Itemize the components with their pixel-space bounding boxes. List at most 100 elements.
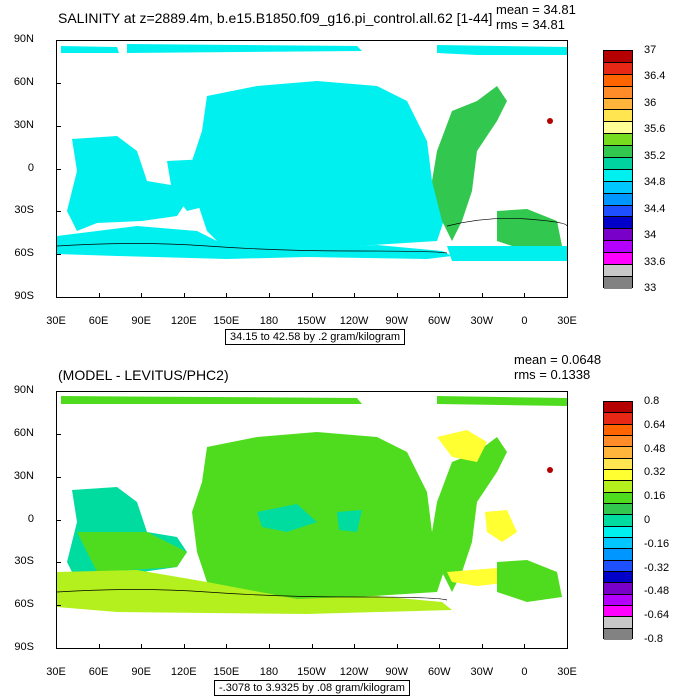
panel1-lat-tick <box>56 211 61 213</box>
colorbar-cell <box>604 253 632 266</box>
panel2-lat-label: 30S <box>14 555 34 568</box>
tropical-atlantic-anomaly <box>485 510 517 542</box>
colorbar-cell <box>604 74 632 87</box>
colorbar-cell <box>604 205 632 218</box>
colorbar-cell <box>604 98 632 111</box>
panel2-lon-label: 0 <box>521 666 528 678</box>
colorbar-cell <box>604 413 632 425</box>
colorbar-cell <box>604 537 632 550</box>
panel1-lon-label: 30E <box>46 315 66 327</box>
panel1-lat-tick <box>56 168 61 170</box>
panel1-colorbar-label: 34 <box>644 229 657 242</box>
contour-line <box>57 243 448 254</box>
panel1-lon-tick <box>354 293 356 298</box>
colorbar-cell <box>604 617 632 629</box>
colorbar-cell <box>604 169 632 182</box>
panel2-colorbar-label: 0.16 <box>644 490 666 503</box>
colorbar-cell <box>604 265 632 277</box>
contour-line <box>57 589 448 601</box>
panel1-lon-label: 90E <box>131 315 151 327</box>
panel1-lat-label: 90S <box>14 290 34 302</box>
panel2-title: (MODEL - LEVITUS/PHC2) <box>58 367 229 383</box>
panel2-colorbar-label: -0.16 <box>644 537 670 550</box>
panel2-lon-label: 30W <box>470 666 494 678</box>
colorbar-cell <box>604 492 632 504</box>
panel1-map-svg <box>57 44 567 261</box>
panel2-lat-tick <box>56 648 61 649</box>
panel2-lon-label: 120W <box>339 666 369 678</box>
south-atlantic <box>497 560 562 602</box>
panel1-lat-label: 30N <box>13 118 34 131</box>
colorbar-cell <box>604 447 632 459</box>
panel1-lon-label: 30E <box>557 315 577 327</box>
colorbar-cell <box>604 229 632 242</box>
colorbar-cell <box>604 469 632 482</box>
atlantic-ocean <box>432 86 507 241</box>
indonesian-seas <box>167 159 207 211</box>
panel1-colorbar-label: 36 <box>644 96 657 109</box>
panel1-lat-label: 90N <box>13 33 34 45</box>
panel1-lon-label: 90W <box>385 315 408 327</box>
panel2-lon-tick <box>524 644 526 649</box>
panel2-lon-label: 120E <box>170 666 197 678</box>
panel2-lon-tick <box>226 644 228 649</box>
panel2-lon-label: 90W <box>385 666 408 678</box>
panel2-lon-tick <box>354 644 356 649</box>
panel1-colorbar-label: 37 <box>644 44 657 56</box>
panel2-lat-label: 0 <box>27 512 34 525</box>
arctic-ocean-mid <box>127 44 362 53</box>
panel1-colorbar-label: 34.4 <box>644 202 666 215</box>
panel2-lon-tick <box>98 644 100 649</box>
panel1-lon-tick <box>98 293 100 298</box>
panel2-colorbar-label: 0 <box>644 514 651 526</box>
panel2-lat-label: 90S <box>14 641 34 653</box>
panel2-lon-label: 30E <box>557 666 577 678</box>
colorbar-cell <box>604 424 632 436</box>
panel2-lon-tick <box>439 644 441 649</box>
panel2-lon-label: 150W <box>297 666 326 678</box>
colorbar-cell <box>604 86 632 99</box>
panel2-lat-tick <box>56 562 61 564</box>
panel2-lon-tick <box>481 644 483 649</box>
colorbar-cell <box>604 51 632 63</box>
pacific-ocean <box>192 432 447 602</box>
panel2-lon-tick <box>396 644 398 649</box>
panel1-lon-tick <box>396 293 398 298</box>
colorbar-cell <box>604 481 632 493</box>
colorbar-cell <box>604 560 632 572</box>
southern-ocean-atlantic-sector <box>447 246 567 261</box>
med-outflow-hotspot <box>547 118 553 124</box>
panel1-lon-tick <box>524 293 526 298</box>
panel1-lon-tick <box>141 293 143 298</box>
panel1-lon-label: 0 <box>521 315 528 327</box>
panel1-colorbar <box>603 50 633 289</box>
panel2-lon-label: 60W <box>427 666 451 678</box>
panel2-lon-label: 90E <box>131 666 151 678</box>
panel2-mean: mean = 0.0648 <box>514 352 602 367</box>
panel2-colorbar-label: -0.32 <box>644 561 670 574</box>
panel1-mean: mean = 34.81 <box>496 2 576 17</box>
colorbar-cell <box>604 526 632 538</box>
colorbar-cell <box>604 583 632 595</box>
panel1-lat-tick <box>56 82 61 84</box>
panel2-map-svg <box>57 396 567 614</box>
panel1-lon-label: 60W <box>427 315 451 327</box>
indian-ocean <box>67 136 187 231</box>
colorbar-cell <box>604 594 632 606</box>
panel2-lat-tick <box>56 391 61 392</box>
panel1-lon-tick <box>56 293 57 298</box>
panel1-lat-label: 30S <box>14 204 34 217</box>
panel1-lon-label: 150W <box>297 315 326 327</box>
panel2-lon-tick <box>311 644 313 649</box>
colorbar-cell <box>604 549 632 561</box>
panel2-lat-tick <box>56 476 61 478</box>
colorbar-cell <box>604 458 632 470</box>
colorbar-cell <box>604 276 632 289</box>
colorbar-cell <box>604 62 632 75</box>
panel2-lat-tick <box>56 433 61 435</box>
panel2-colorbar-label: 0.48 <box>644 442 666 455</box>
panel2-lon-label: 30E <box>46 666 66 678</box>
indian-ocean-south <box>77 532 187 572</box>
colorbar-cell <box>604 158 632 170</box>
pacific-negative-anomaly <box>257 504 317 532</box>
